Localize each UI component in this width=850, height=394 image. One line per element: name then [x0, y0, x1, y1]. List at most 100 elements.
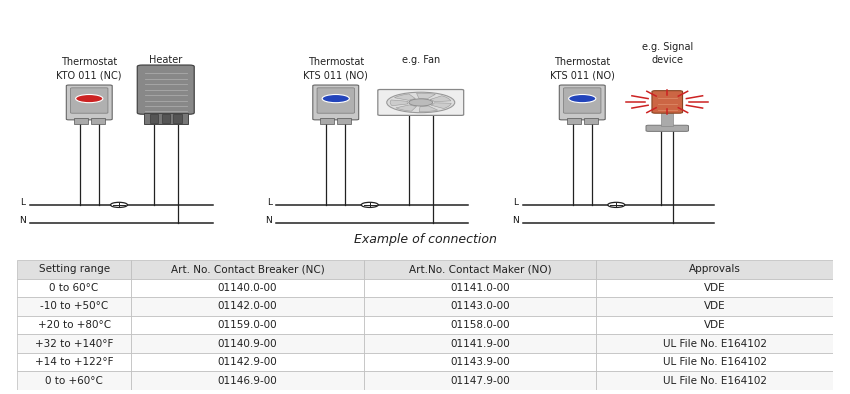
Text: +14 to +122°F: +14 to +122°F — [35, 357, 113, 367]
Text: 01140.9-00: 01140.9-00 — [218, 338, 277, 349]
Text: Approvals: Approvals — [688, 264, 740, 274]
Bar — [131, 335, 364, 353]
Bar — [17, 260, 131, 279]
Text: 01141.0-00: 01141.0-00 — [450, 283, 510, 293]
Bar — [364, 316, 597, 335]
Circle shape — [322, 95, 349, 103]
FancyBboxPatch shape — [138, 65, 194, 114]
FancyBboxPatch shape — [559, 85, 605, 120]
Text: 01140.0-00: 01140.0-00 — [218, 283, 277, 293]
Text: 0 to 60°C: 0 to 60°C — [49, 283, 99, 293]
Circle shape — [76, 95, 103, 103]
Wedge shape — [390, 100, 408, 106]
Bar — [131, 353, 364, 372]
Text: L: L — [513, 198, 518, 207]
Text: L: L — [20, 198, 26, 207]
Bar — [597, 335, 833, 353]
Text: e.g. Fan: e.g. Fan — [401, 55, 440, 65]
Bar — [661, 112, 673, 126]
Bar — [131, 279, 364, 297]
Bar — [597, 297, 833, 316]
FancyBboxPatch shape — [652, 91, 683, 113]
Bar — [131, 297, 364, 316]
Circle shape — [409, 99, 433, 106]
Bar — [597, 316, 833, 335]
FancyBboxPatch shape — [74, 118, 88, 124]
Text: Heater: Heater — [149, 55, 183, 65]
Bar — [17, 316, 131, 335]
Text: 01143.9-00: 01143.9-00 — [450, 357, 510, 367]
Bar — [17, 335, 131, 353]
Wedge shape — [419, 106, 438, 112]
Bar — [150, 115, 158, 123]
Text: +32 to +140°F: +32 to +140°F — [35, 338, 113, 349]
FancyBboxPatch shape — [66, 85, 112, 120]
FancyBboxPatch shape — [313, 85, 359, 120]
FancyBboxPatch shape — [646, 125, 688, 131]
Bar — [131, 260, 364, 279]
FancyBboxPatch shape — [584, 118, 598, 124]
Text: 0 to +60°C: 0 to +60°C — [45, 376, 103, 386]
FancyBboxPatch shape — [317, 88, 354, 113]
Bar — [17, 372, 131, 390]
Bar — [597, 353, 833, 372]
Bar — [17, 353, 131, 372]
Circle shape — [361, 203, 378, 208]
Text: N: N — [512, 216, 518, 225]
Bar — [597, 372, 833, 390]
Text: VDE: VDE — [704, 283, 726, 293]
Wedge shape — [394, 94, 416, 100]
Text: UL File No. E164102: UL File No. E164102 — [663, 376, 767, 386]
Bar — [597, 279, 833, 297]
Wedge shape — [431, 103, 451, 108]
Bar — [364, 297, 597, 316]
Bar — [364, 335, 597, 353]
Text: Art.No. Contact Maker (NO): Art.No. Contact Maker (NO) — [409, 264, 552, 274]
Text: 01142.9-00: 01142.9-00 — [218, 357, 277, 367]
Text: Thermostat
KTO 011 (NC): Thermostat KTO 011 (NC) — [56, 58, 122, 81]
Text: -10 to +50°C: -10 to +50°C — [40, 301, 108, 312]
FancyBboxPatch shape — [71, 88, 108, 113]
Text: L: L — [267, 198, 272, 207]
Bar — [144, 113, 188, 124]
Bar — [131, 372, 364, 390]
Bar — [597, 260, 833, 279]
FancyBboxPatch shape — [91, 118, 105, 124]
Circle shape — [569, 95, 596, 103]
Bar — [131, 316, 364, 335]
Bar — [364, 353, 597, 372]
Text: Thermostat
KTS 011 (NO): Thermostat KTS 011 (NO) — [550, 58, 615, 81]
Bar — [17, 279, 131, 297]
Text: N: N — [265, 216, 272, 225]
Text: Example of connection: Example of connection — [354, 233, 496, 246]
FancyBboxPatch shape — [564, 88, 601, 113]
FancyBboxPatch shape — [567, 118, 581, 124]
Text: N: N — [19, 216, 26, 225]
Wedge shape — [430, 96, 451, 102]
Wedge shape — [396, 105, 416, 111]
Text: UL File No. E164102: UL File No. E164102 — [663, 357, 767, 367]
Text: Art. No. Contact Breaker (NC): Art. No. Contact Breaker (NC) — [171, 264, 325, 274]
Bar — [364, 260, 597, 279]
Circle shape — [387, 92, 455, 113]
Bar — [364, 279, 597, 297]
FancyBboxPatch shape — [377, 89, 464, 115]
Text: Setting range: Setting range — [38, 264, 110, 274]
Text: e.g. Signal
device: e.g. Signal device — [642, 42, 693, 65]
Text: Thermostat
KTS 011 (NO): Thermostat KTS 011 (NO) — [303, 58, 368, 81]
Text: 01142.0-00: 01142.0-00 — [218, 301, 277, 312]
Bar — [162, 115, 170, 123]
Text: 01146.9-00: 01146.9-00 — [218, 376, 277, 386]
Text: 01141.9-00: 01141.9-00 — [450, 338, 510, 349]
Bar — [173, 115, 182, 123]
Circle shape — [110, 203, 128, 208]
FancyBboxPatch shape — [337, 118, 351, 124]
Text: 01143.0-00: 01143.0-00 — [450, 301, 510, 312]
Text: 01158.0-00: 01158.0-00 — [450, 320, 510, 330]
FancyBboxPatch shape — [320, 118, 334, 124]
Circle shape — [608, 203, 625, 208]
Wedge shape — [416, 93, 435, 99]
Text: +20 to +80°C: +20 to +80°C — [37, 320, 110, 330]
Bar — [17, 297, 131, 316]
Bar — [364, 372, 597, 390]
